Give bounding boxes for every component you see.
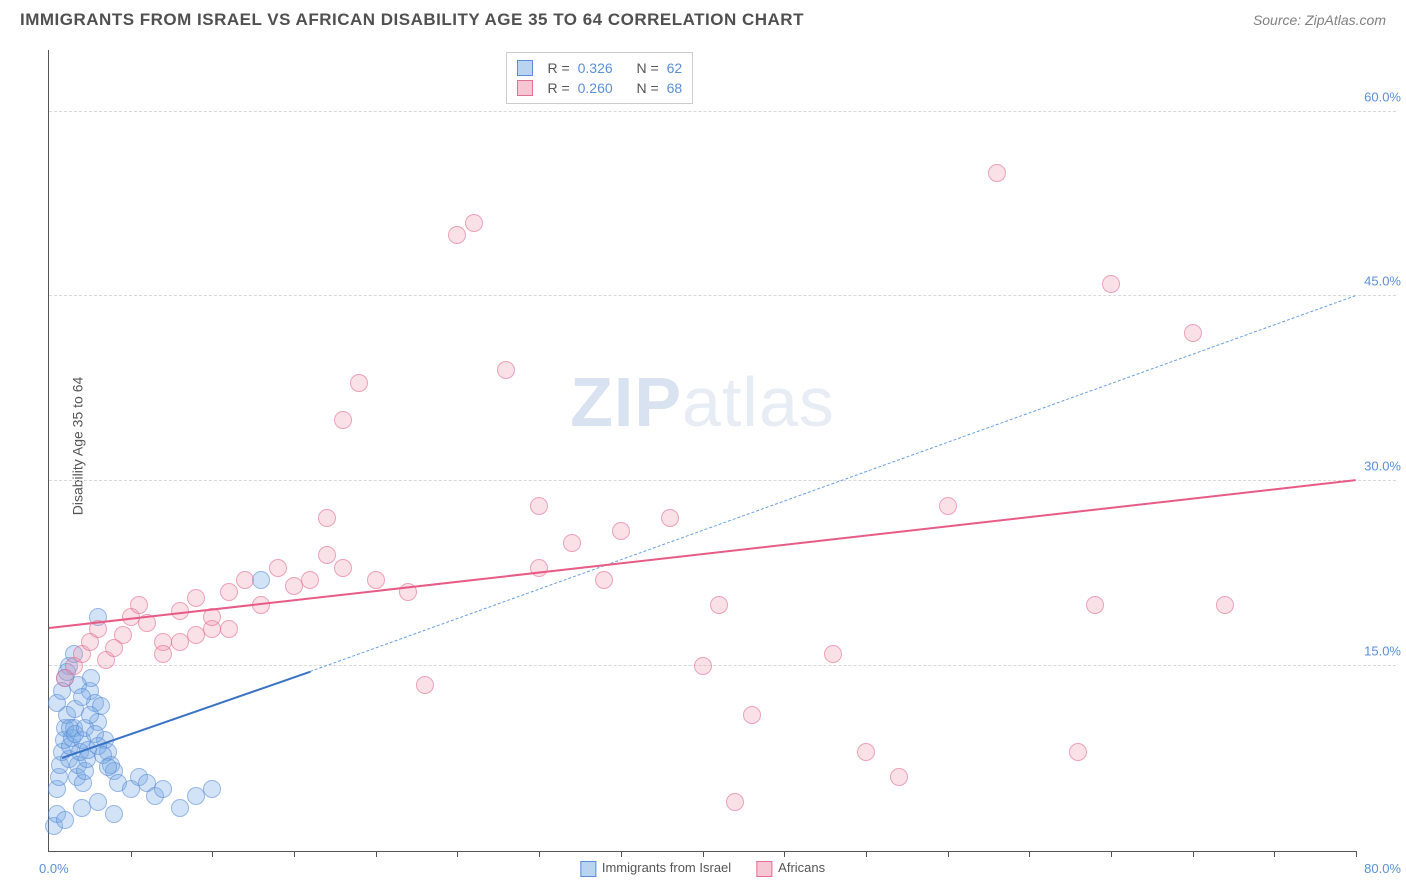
data-point bbox=[252, 571, 270, 589]
x-tick bbox=[294, 851, 295, 857]
x-tick bbox=[1029, 851, 1030, 857]
data-point bbox=[857, 743, 875, 761]
data-point bbox=[465, 214, 483, 232]
data-point bbox=[73, 799, 91, 817]
data-point bbox=[743, 706, 761, 724]
data-point bbox=[236, 571, 254, 589]
data-point bbox=[661, 509, 679, 527]
data-point bbox=[497, 361, 515, 379]
y-tick-label: 60.0% bbox=[1351, 89, 1401, 104]
data-point bbox=[171, 799, 189, 817]
data-point bbox=[612, 522, 630, 540]
x-tick bbox=[539, 851, 540, 857]
data-point bbox=[318, 546, 336, 564]
data-point bbox=[187, 626, 205, 644]
data-point bbox=[1069, 743, 1087, 761]
x-tick bbox=[376, 851, 377, 857]
data-point bbox=[824, 645, 842, 663]
data-point bbox=[154, 780, 172, 798]
data-point bbox=[988, 164, 1006, 182]
x-tick bbox=[866, 851, 867, 857]
x-tick bbox=[1193, 851, 1194, 857]
x-tick bbox=[212, 851, 213, 857]
data-point bbox=[318, 509, 336, 527]
trend-line bbox=[310, 296, 1356, 673]
legend-item: Immigrants from Israel bbox=[580, 860, 731, 877]
x-tick bbox=[621, 851, 622, 857]
data-point bbox=[1102, 275, 1120, 293]
data-point bbox=[1184, 324, 1202, 342]
x-tick bbox=[1274, 851, 1275, 857]
data-point bbox=[334, 559, 352, 577]
gridline bbox=[49, 295, 1396, 296]
gridline bbox=[49, 480, 1396, 481]
x-max-label: 80.0% bbox=[1364, 861, 1401, 876]
data-point bbox=[694, 657, 712, 675]
gridline bbox=[49, 111, 1396, 112]
data-point bbox=[530, 497, 548, 515]
trend-line bbox=[49, 479, 1356, 629]
data-point bbox=[563, 534, 581, 552]
correlation-legend: R = 0.326 N = 62R = 0.260 N = 68 bbox=[506, 52, 693, 104]
data-point bbox=[105, 805, 123, 823]
data-point bbox=[1086, 596, 1104, 614]
data-point bbox=[187, 589, 205, 607]
data-point bbox=[301, 571, 319, 589]
data-point bbox=[187, 787, 205, 805]
data-point bbox=[89, 793, 107, 811]
data-point bbox=[448, 226, 466, 244]
x-tick bbox=[703, 851, 704, 857]
legend-swatch bbox=[580, 861, 596, 877]
chart-title: IMMIGRANTS FROM ISRAEL VS AFRICAN DISABI… bbox=[20, 10, 804, 30]
data-point bbox=[130, 596, 148, 614]
data-point bbox=[334, 411, 352, 429]
data-point bbox=[81, 706, 99, 724]
y-tick-label: 15.0% bbox=[1351, 644, 1401, 659]
legend-swatch bbox=[517, 80, 533, 96]
data-point bbox=[73, 688, 91, 706]
y-tick-label: 45.0% bbox=[1351, 274, 1401, 289]
x-tick bbox=[948, 851, 949, 857]
gridline bbox=[49, 665, 1396, 666]
data-point bbox=[710, 596, 728, 614]
data-point bbox=[285, 577, 303, 595]
data-point bbox=[416, 676, 434, 694]
data-point bbox=[1216, 596, 1234, 614]
data-point bbox=[56, 811, 74, 829]
data-point bbox=[154, 645, 172, 663]
data-point bbox=[203, 780, 221, 798]
correlation-row: R = 0.260 N = 68 bbox=[517, 78, 682, 98]
source-credit: Source: ZipAtlas.com bbox=[1253, 12, 1386, 28]
x-tick bbox=[1111, 851, 1112, 857]
x-tick bbox=[1356, 851, 1357, 857]
data-point bbox=[99, 758, 117, 776]
data-point bbox=[114, 626, 132, 644]
data-point bbox=[220, 583, 238, 601]
legend-item: Africans bbox=[756, 860, 825, 877]
x-origin-label: 0.0% bbox=[39, 861, 69, 876]
data-point bbox=[220, 620, 238, 638]
x-tick bbox=[457, 851, 458, 857]
x-tick bbox=[784, 851, 785, 857]
legend-swatch bbox=[756, 861, 772, 877]
x-tick bbox=[131, 851, 132, 857]
watermark: ZIPatlas bbox=[570, 362, 835, 442]
series-legend: Immigrants from Israel Africans bbox=[580, 860, 825, 877]
data-point bbox=[171, 633, 189, 651]
scatter-chart: ZIPatlas R = 0.326 N = 62R = 0.260 N = 6… bbox=[48, 50, 1356, 852]
data-point bbox=[595, 571, 613, 589]
data-point bbox=[367, 571, 385, 589]
correlation-row: R = 0.326 N = 62 bbox=[517, 58, 682, 78]
data-point bbox=[939, 497, 957, 515]
data-point bbox=[269, 559, 287, 577]
data-point bbox=[726, 793, 744, 811]
legend-swatch bbox=[517, 60, 533, 76]
y-tick-label: 30.0% bbox=[1351, 459, 1401, 474]
data-point bbox=[350, 374, 368, 392]
data-point bbox=[890, 768, 908, 786]
